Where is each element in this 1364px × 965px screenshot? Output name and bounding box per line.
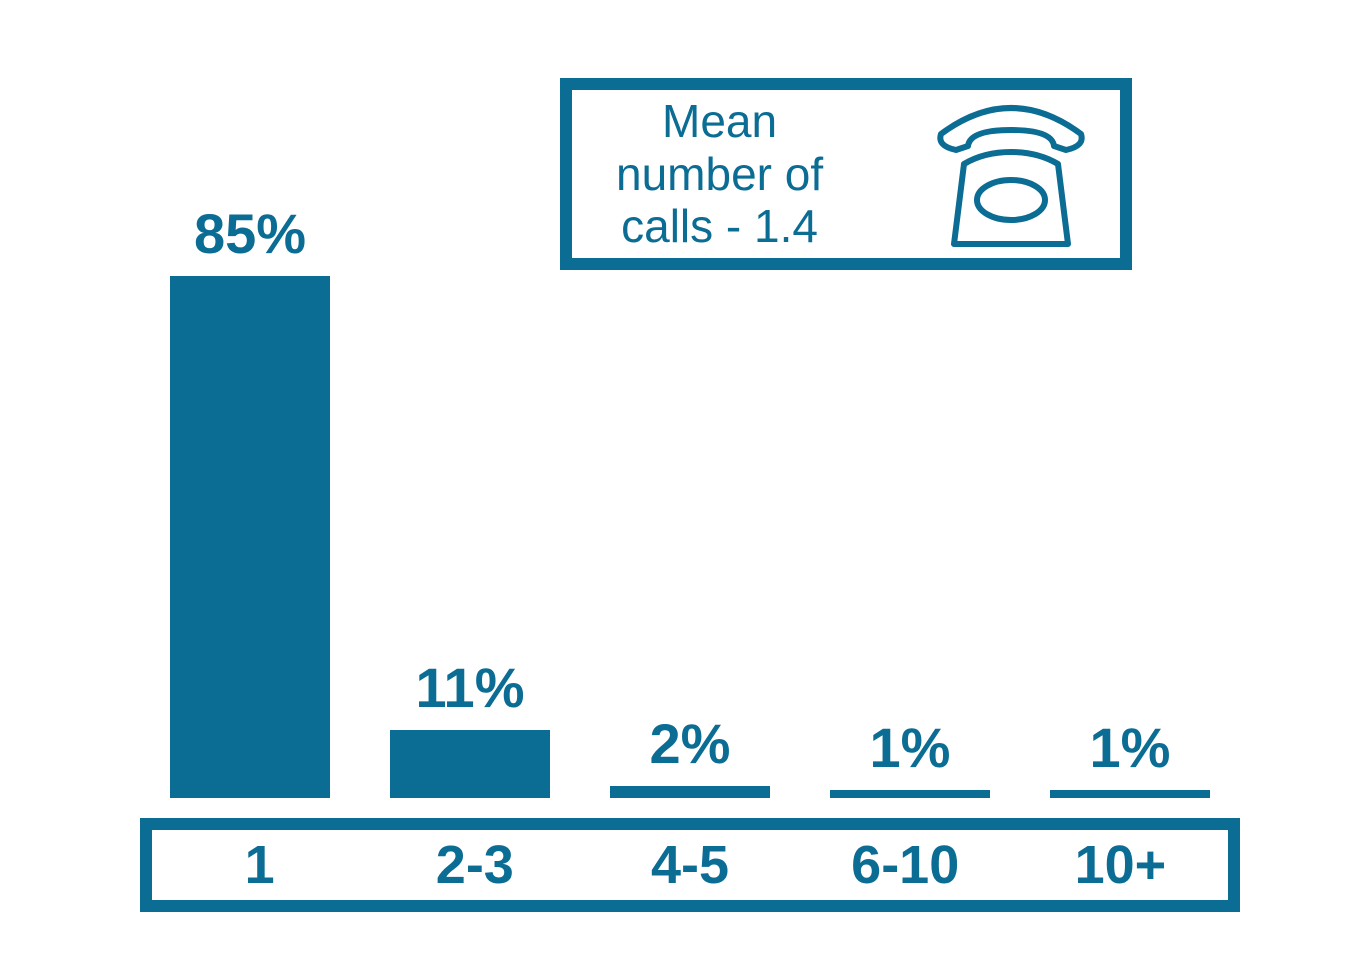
chart-canvas: Meannumber ofcalls - 1.4 85% 11% 2% 1% 1% 12… [0, 0, 1364, 965]
bar [170, 276, 330, 798]
xaxis-label: 1 [152, 834, 367, 896]
telephone-icon [926, 94, 1096, 254]
bar-value-label: 1% [1090, 715, 1171, 780]
xaxis-label: 6-10 [798, 834, 1013, 896]
bar-value-label: 11% [416, 655, 525, 720]
bar [610, 786, 770, 798]
mean-callout-box: Meannumber ofcalls - 1.4 [560, 78, 1132, 270]
xaxis-label: 4-5 [582, 834, 797, 896]
bar-value-label: 2% [650, 711, 731, 776]
bar [390, 730, 550, 798]
xaxis-label: 2-3 [367, 834, 582, 896]
bar [1050, 790, 1210, 798]
bar-value-label: 85% [194, 201, 306, 266]
xaxis-category-box: 12-34-56-1010+ [140, 818, 1240, 912]
mean-callout-line: number of [616, 148, 823, 201]
xaxis-label: 10+ [1013, 834, 1228, 896]
bar [830, 790, 990, 798]
mean-callout-text: Meannumber ofcalls - 1.4 [616, 95, 823, 254]
bar-value-label: 1% [870, 715, 951, 780]
mean-callout-line: Mean [616, 95, 823, 148]
mean-callout-line: calls - 1.4 [616, 200, 823, 253]
